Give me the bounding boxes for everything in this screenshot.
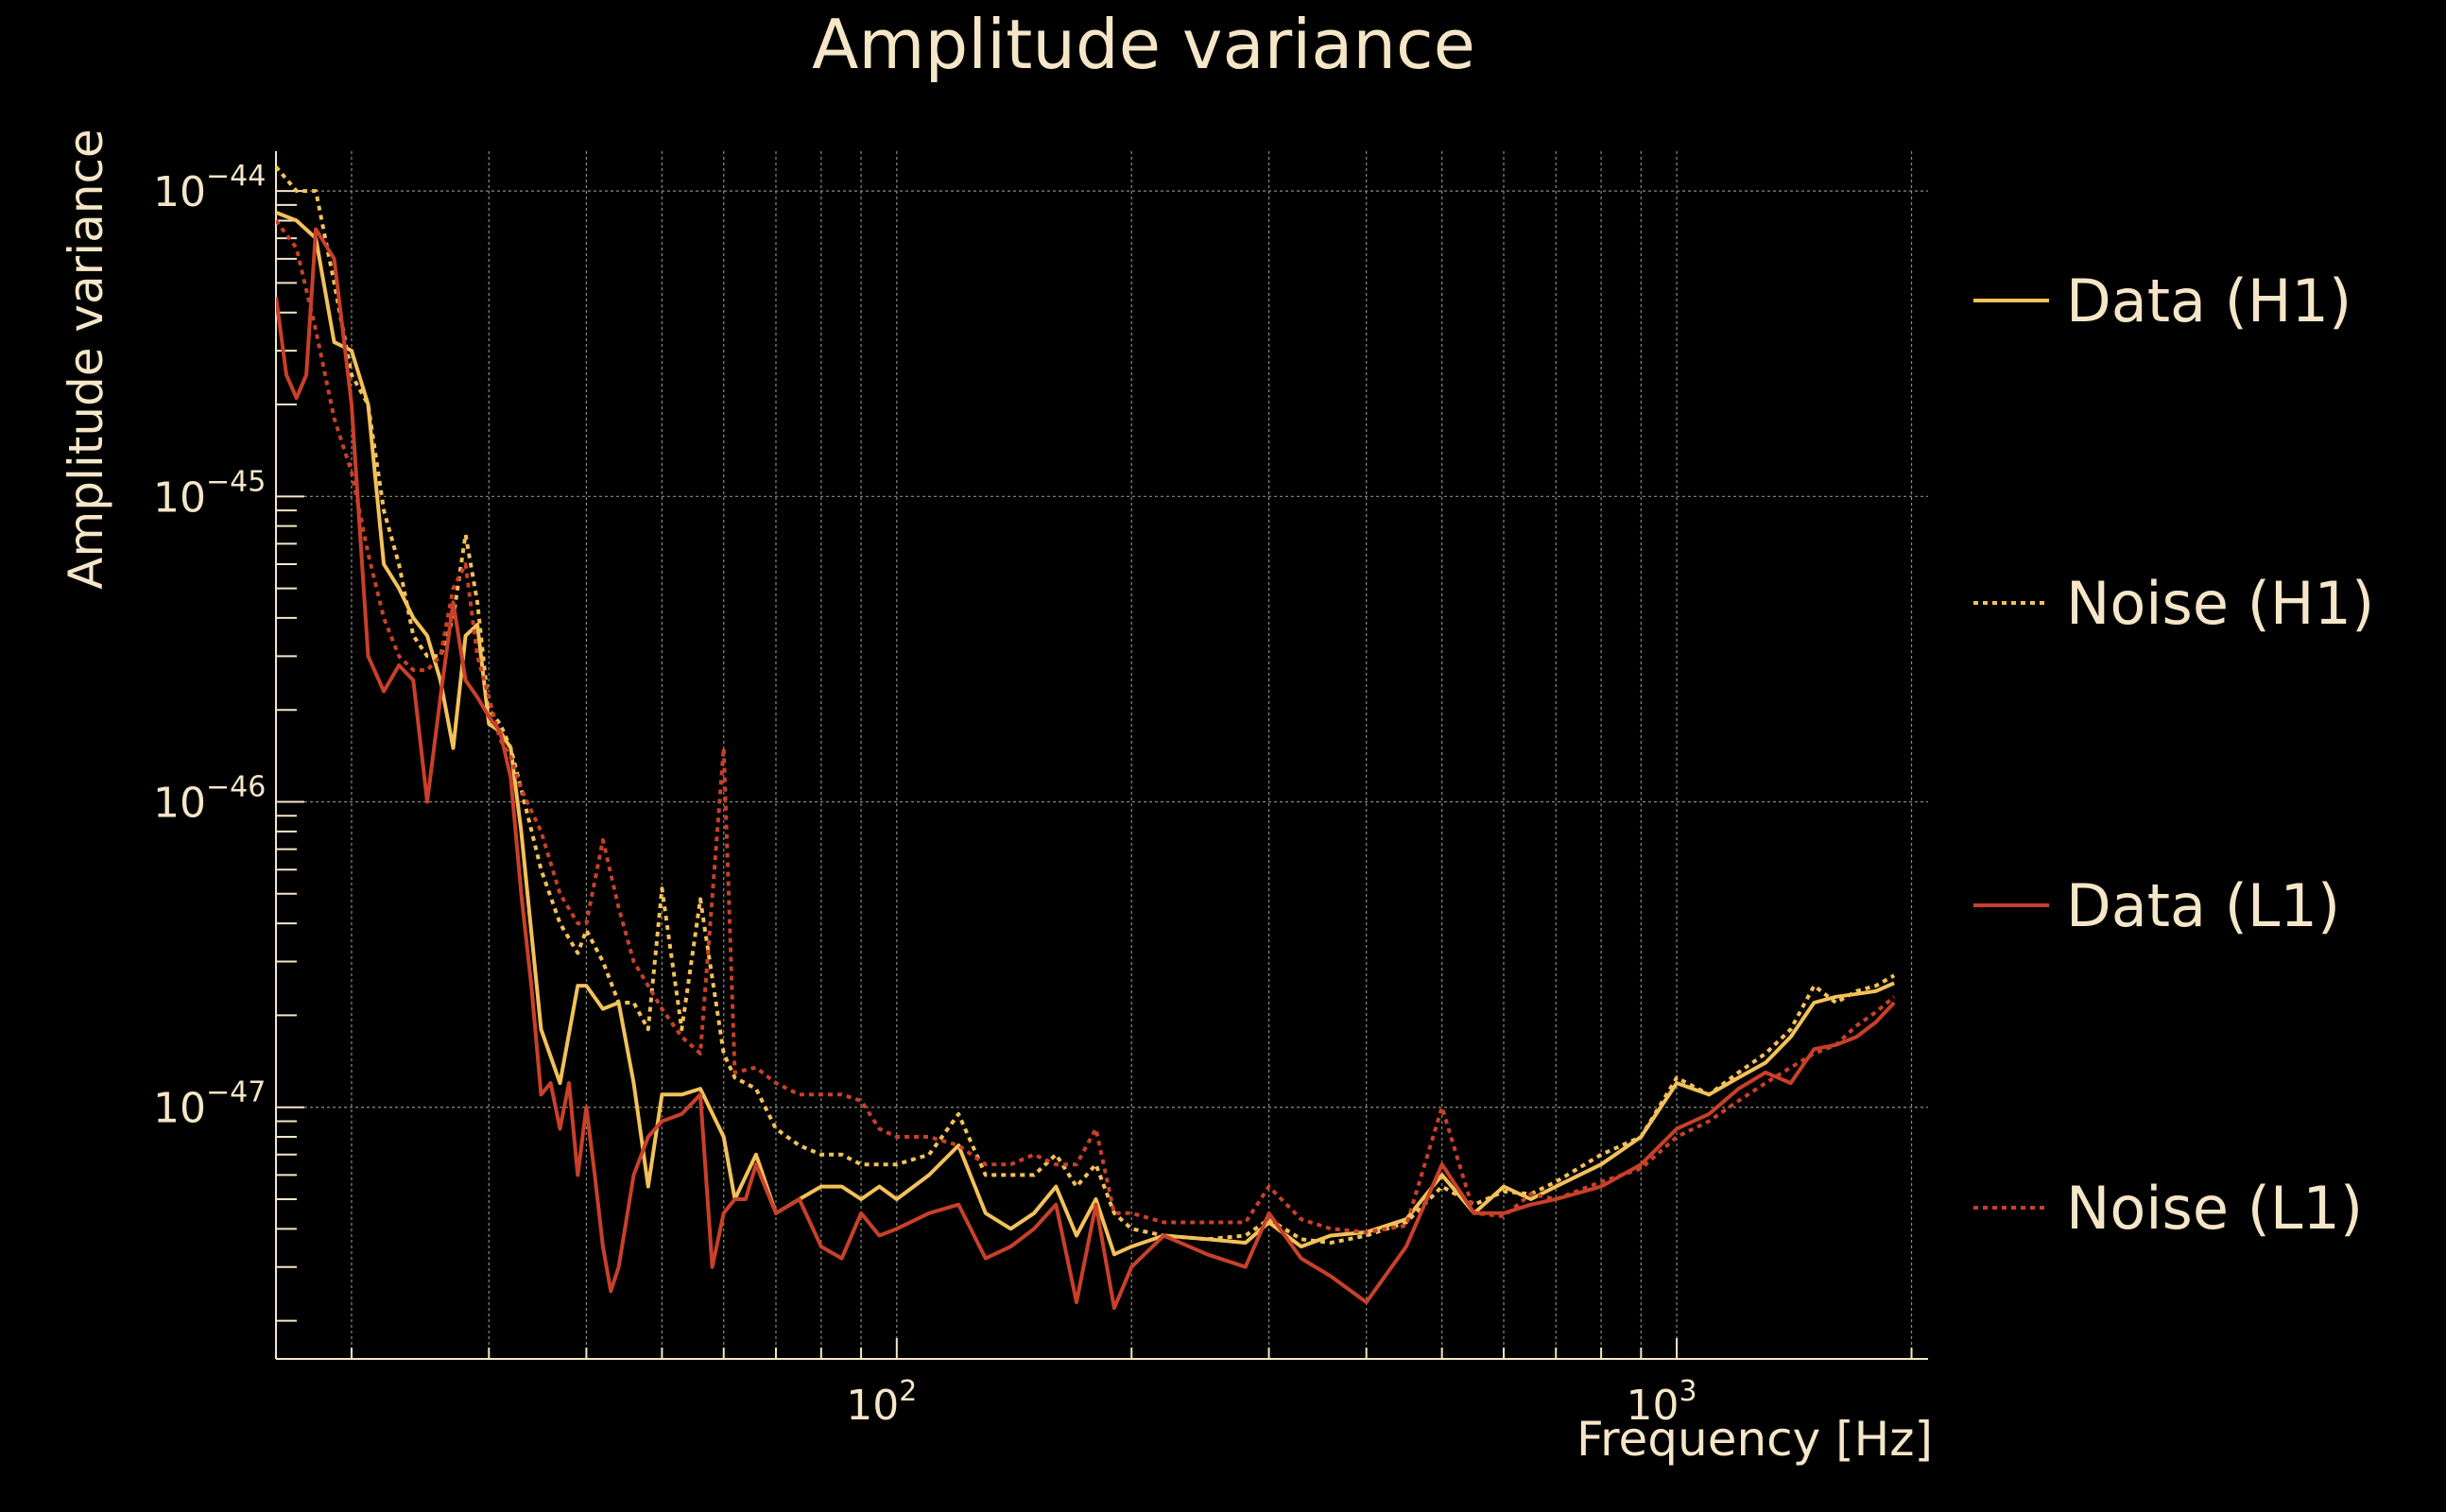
legend-label-2: Noise (H1) (2066, 569, 2374, 638)
x-axis-label: Frequency [Hz] (1576, 1412, 1933, 1467)
series-line-1 (276, 211, 1895, 1257)
legend-label-4: Noise (L1) (2066, 1174, 2363, 1243)
x-tick-label: 103 (1627, 1375, 1697, 1430)
y-tick-label: 10−47 (153, 1076, 266, 1133)
x-tick-label: 102 (846, 1375, 917, 1430)
chart-title: Amplitude variance (812, 5, 1475, 84)
series-line-4 (276, 219, 1896, 1234)
series-lines (276, 165, 1896, 1311)
series-line-2 (276, 165, 1896, 1246)
grid-lines (276, 151, 1928, 1359)
y-tick-label: 10−46 (153, 771, 266, 828)
legend-label-3: Data (L1) (2066, 871, 2340, 940)
y-tick-label: 10−45 (153, 465, 266, 522)
tick-labels: 102 103 10−44 10−45 10−46 10−47 (153, 160, 1697, 1430)
series-line-3 (276, 227, 1896, 1311)
legend-label-1: Data (H1) (2066, 266, 2351, 335)
legend: Data (H1) Noise (H1) Data (L1) Noise (L1) (1973, 266, 2374, 1243)
plot-axes (275, 151, 1928, 1360)
y-tick-label: 10−44 (153, 160, 266, 216)
y-axis-label: Amplitude variance (59, 129, 113, 589)
